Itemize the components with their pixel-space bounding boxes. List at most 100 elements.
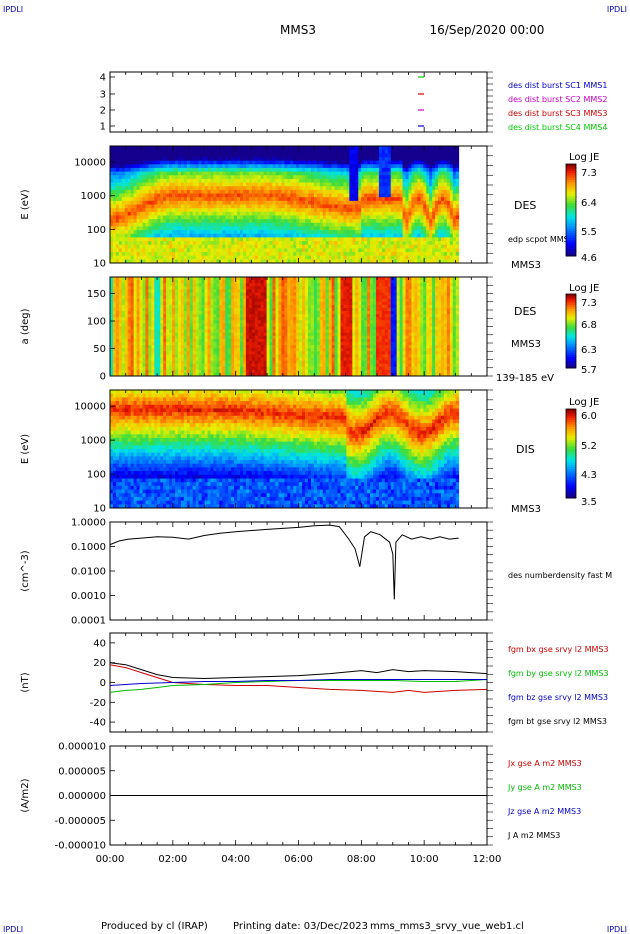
- spectrogram-cell: [124, 182, 129, 187]
- spectrogram-cell: [195, 345, 200, 349]
- spectrogram-cell: [423, 208, 427, 213]
- spectrogram-cell: [166, 351, 170, 355]
- spectrogram-cell: [157, 320, 161, 324]
- spectrogram-cell: [225, 237, 229, 242]
- spectrogram-cell: [331, 233, 336, 238]
- spectrogram-cell: [148, 317, 152, 321]
- spectrogram-cell: [449, 193, 454, 198]
- spectrogram-cell: [337, 189, 341, 194]
- spectrogram-cell: [148, 255, 152, 260]
- spectrogram-cell: [201, 248, 205, 253]
- spectrogram-cell: [175, 233, 179, 238]
- spectrogram-cell: [151, 314, 155, 318]
- spectrogram-cell: [408, 200, 412, 205]
- spectrogram-cell: [417, 237, 421, 242]
- spectrogram-cell: [133, 248, 137, 253]
- spectrogram-cell: [204, 178, 208, 183]
- spectrogram-cell: [130, 345, 135, 349]
- spectrogram-cell: [402, 167, 406, 172]
- spectrogram-cell: [222, 233, 226, 238]
- spectrogram-cell: [325, 233, 330, 238]
- spectrogram-cell: [446, 160, 451, 165]
- spectrogram-cell: [290, 211, 294, 216]
- spectrogram-cell: [139, 204, 143, 209]
- spectrogram-cell: [340, 164, 344, 169]
- spectrogram-cell: [423, 255, 427, 260]
- spectrogram-cell: [414, 244, 418, 249]
- spectrogram-cell: [381, 211, 386, 216]
- spectrogram-cell: [337, 252, 341, 257]
- spectrogram-cell: [124, 219, 129, 224]
- spectrogram-cell: [361, 255, 365, 260]
- spectrogram-cell: [242, 171, 247, 176]
- spectrogram-cell: [216, 153, 220, 158]
- spectrogram-cell: [136, 197, 140, 202]
- spectrogram-cell: [136, 219, 140, 224]
- spectrogram-cell: [423, 186, 427, 191]
- spectrogram-cell: [124, 208, 129, 213]
- spectrogram-cell: [222, 189, 226, 194]
- colorbar-swatch: [566, 198, 576, 202]
- spectrogram-cell: [284, 153, 288, 158]
- spectrogram-cell: [210, 171, 214, 176]
- spectrogram-cell: [248, 197, 253, 202]
- spectrogram-cell: [172, 311, 176, 315]
- spectrogram-cell: [225, 233, 229, 238]
- spectrogram-cell: [195, 189, 200, 194]
- spectrogram-cell: [417, 182, 421, 187]
- spectrogram-cell: [399, 219, 403, 224]
- spectrogram-cell: [272, 252, 276, 257]
- spectrogram-cell: [432, 182, 436, 187]
- spectrogram-cell: [136, 298, 140, 303]
- spectrogram-cell: [260, 171, 265, 176]
- spectrogram-cell: [316, 175, 321, 180]
- spectrogram-cell: [172, 292, 176, 296]
- spectrogram-cell: [163, 323, 167, 327]
- spectrogram-cell: [423, 178, 427, 183]
- spectrogram-cell: [148, 369, 152, 374]
- spectrogram-cell: [310, 226, 315, 231]
- spectrogram-cell: [375, 160, 380, 165]
- spectrogram-cell: [449, 189, 454, 194]
- spectrogram-cell: [337, 164, 341, 169]
- spectrogram-cell: [133, 193, 137, 198]
- spectrogram-cell: [299, 164, 303, 169]
- spectrogram-cell: [387, 215, 392, 220]
- spectrogram-cell: [266, 189, 270, 194]
- spectrogram-cell: [299, 244, 303, 249]
- spectrogram-cell: [175, 314, 179, 318]
- spectrogram-cell: [234, 153, 238, 158]
- spectrogram-cell: [219, 208, 223, 213]
- spectrogram-cell: [189, 372, 194, 377]
- spectrogram-cell: [118, 146, 123, 151]
- spectrogram-cell: [245, 226, 250, 231]
- spectrogram-cell: [370, 226, 374, 231]
- spectrogram-cell: [148, 277, 152, 281]
- spectrogram-cell: [151, 208, 155, 213]
- spectrogram-cell: [313, 204, 318, 209]
- spectrogram-cell: [110, 200, 114, 205]
- spectrogram-cell: [151, 226, 155, 231]
- spectrogram-cell: [160, 295, 164, 300]
- spectrogram-cell: [405, 153, 409, 158]
- spectrogram-cell: [169, 255, 173, 260]
- spectrogram-cell: [225, 171, 229, 176]
- spectrogram-cell: [172, 160, 176, 165]
- spectrogram-cell: [201, 277, 205, 281]
- spectrogram-cell: [216, 248, 220, 253]
- spectrogram-cell: [133, 153, 137, 158]
- spectrogram-cell: [340, 233, 344, 238]
- spectrogram-cell: [145, 298, 149, 303]
- spectrogram-cell: [355, 222, 359, 227]
- spectrogram-cell: [148, 283, 152, 287]
- spectrogram-cell: [411, 226, 415, 231]
- spectrogram-cell: [305, 200, 309, 205]
- spectrogram-cell: [142, 335, 146, 340]
- spectrogram-cell: [381, 164, 386, 169]
- spectrogram-cell: [124, 326, 129, 330]
- spectrogram-cell: [237, 204, 241, 209]
- spectrogram-cell: [423, 211, 427, 216]
- spectrogram-cell: [228, 259, 232, 264]
- spectrogram-cell: [127, 219, 132, 224]
- spectrogram-cell: [136, 372, 140, 377]
